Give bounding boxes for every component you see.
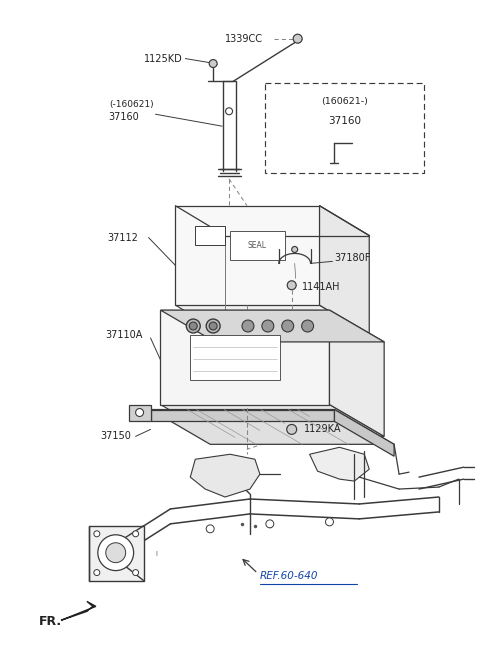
Text: 37112: 37112 — [108, 233, 139, 242]
Circle shape — [325, 518, 334, 526]
Circle shape — [136, 409, 144, 417]
Polygon shape — [335, 409, 394, 457]
Circle shape — [94, 570, 100, 576]
Circle shape — [206, 525, 214, 533]
Text: (-160621): (-160621) — [109, 100, 154, 109]
Text: 37180F: 37180F — [335, 253, 371, 263]
Circle shape — [132, 570, 139, 576]
Text: FR.: FR. — [39, 615, 62, 627]
Text: 37160: 37160 — [109, 112, 140, 122]
Circle shape — [287, 424, 297, 434]
Bar — [190, 335, 280, 380]
Text: 1129KA: 1129KA — [304, 424, 341, 434]
Polygon shape — [310, 447, 369, 481]
Text: 1125KD: 1125KD — [144, 54, 182, 64]
Text: l: l — [156, 551, 157, 557]
Polygon shape — [175, 206, 320, 305]
Polygon shape — [129, 405, 151, 421]
Circle shape — [293, 34, 302, 43]
Circle shape — [186, 319, 200, 333]
Circle shape — [209, 60, 217, 67]
Polygon shape — [329, 310, 384, 436]
Text: SEAL: SEAL — [247, 241, 266, 250]
Text: 37150: 37150 — [101, 432, 132, 441]
Text: (160621-): (160621-) — [321, 97, 368, 106]
Text: REF.60-640: REF.60-640 — [260, 571, 318, 580]
Circle shape — [209, 322, 217, 330]
Circle shape — [262, 320, 274, 332]
Text: 37110A: 37110A — [106, 330, 143, 340]
Circle shape — [242, 320, 254, 332]
Polygon shape — [61, 601, 96, 620]
Circle shape — [266, 520, 274, 528]
Circle shape — [98, 534, 133, 571]
Text: 37160: 37160 — [328, 116, 361, 126]
Circle shape — [206, 319, 220, 333]
Circle shape — [189, 322, 197, 330]
Circle shape — [94, 531, 100, 537]
Circle shape — [226, 108, 232, 115]
Text: 1141AH: 1141AH — [301, 282, 340, 292]
Bar — [230, 231, 285, 261]
Polygon shape — [160, 310, 384, 342]
Circle shape — [287, 281, 296, 290]
Polygon shape — [320, 206, 369, 335]
Text: 1339CC: 1339CC — [225, 33, 263, 44]
Bar — [89, 526, 144, 580]
Circle shape — [292, 246, 298, 252]
Polygon shape — [151, 409, 335, 421]
Circle shape — [132, 531, 139, 537]
Bar — [195, 225, 225, 246]
Polygon shape — [160, 405, 384, 436]
Polygon shape — [151, 409, 394, 444]
Circle shape — [301, 320, 313, 332]
Polygon shape — [160, 310, 329, 405]
Circle shape — [282, 320, 294, 332]
Bar — [265, 83, 424, 173]
Polygon shape — [190, 455, 260, 497]
Circle shape — [106, 543, 126, 563]
Polygon shape — [175, 305, 369, 335]
